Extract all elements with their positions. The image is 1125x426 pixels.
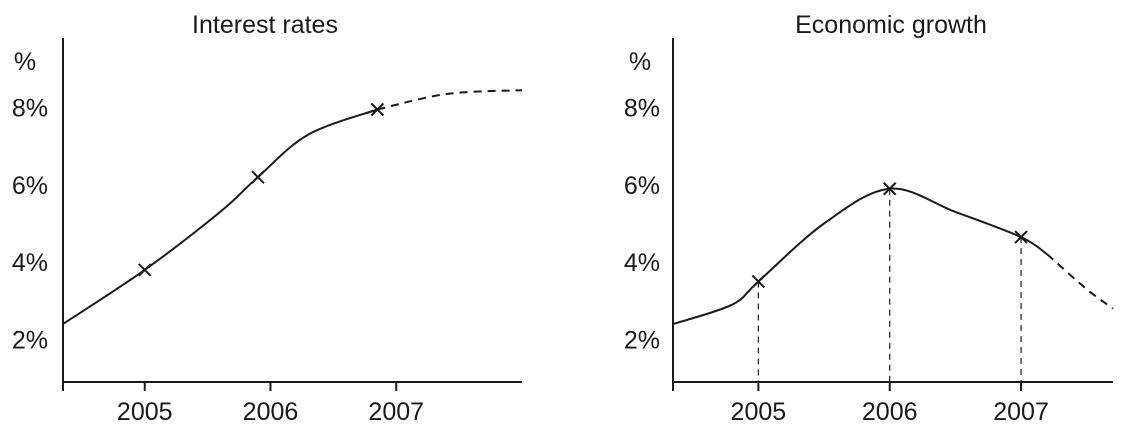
chart-2-series-line-actual [672, 187, 1048, 325]
chart-1-data-point-marker [370, 102, 385, 117]
chart-1-data-point-marker [251, 170, 265, 184]
chart-2-y-unit-label: % [629, 48, 651, 76]
chart-2-x-tick-label: 2005 [731, 398, 787, 426]
chart-1-series-line-actual [62, 108, 378, 325]
chart-1-x-tick-label: 2007 [368, 398, 424, 426]
chart-1-y-unit-label: % [14, 48, 36, 76]
chart-2-title: Economic growth [795, 11, 987, 39]
chart-2-y-tick-label: 8% [624, 95, 660, 123]
chart-1-title: Interest rates [192, 11, 338, 39]
chart-2-x-tick-label: 2007 [993, 398, 1049, 426]
chart-1-y-tick-label: 6% [12, 172, 48, 200]
chart-2-data-point-marker [883, 182, 897, 196]
chart-2-data-point-marker [1014, 230, 1028, 244]
chart-1-y-tick-label: 4% [12, 249, 48, 277]
chart-1-data-point-marker [138, 263, 152, 277]
chart-2-y-tick-label: 4% [624, 249, 660, 277]
chart-2-y-tick-label: 6% [624, 172, 660, 200]
chart-1-x-tick-label: 2006 [243, 398, 299, 426]
chart-1-y-tick-label: 2% [12, 326, 48, 354]
chart-1-series-line-forecast [377, 89, 523, 111]
chart-2-x-tick-label: 2006 [862, 398, 918, 426]
chart-1-y-tick-label: 8% [12, 95, 48, 123]
chart-2-data-point-marker [751, 274, 766, 289]
chart-2-y-tick-label: 2% [624, 326, 660, 354]
chart-1-x-tick-label: 2005 [117, 398, 173, 426]
chart-2-series-line-forecast [1046, 253, 1114, 310]
